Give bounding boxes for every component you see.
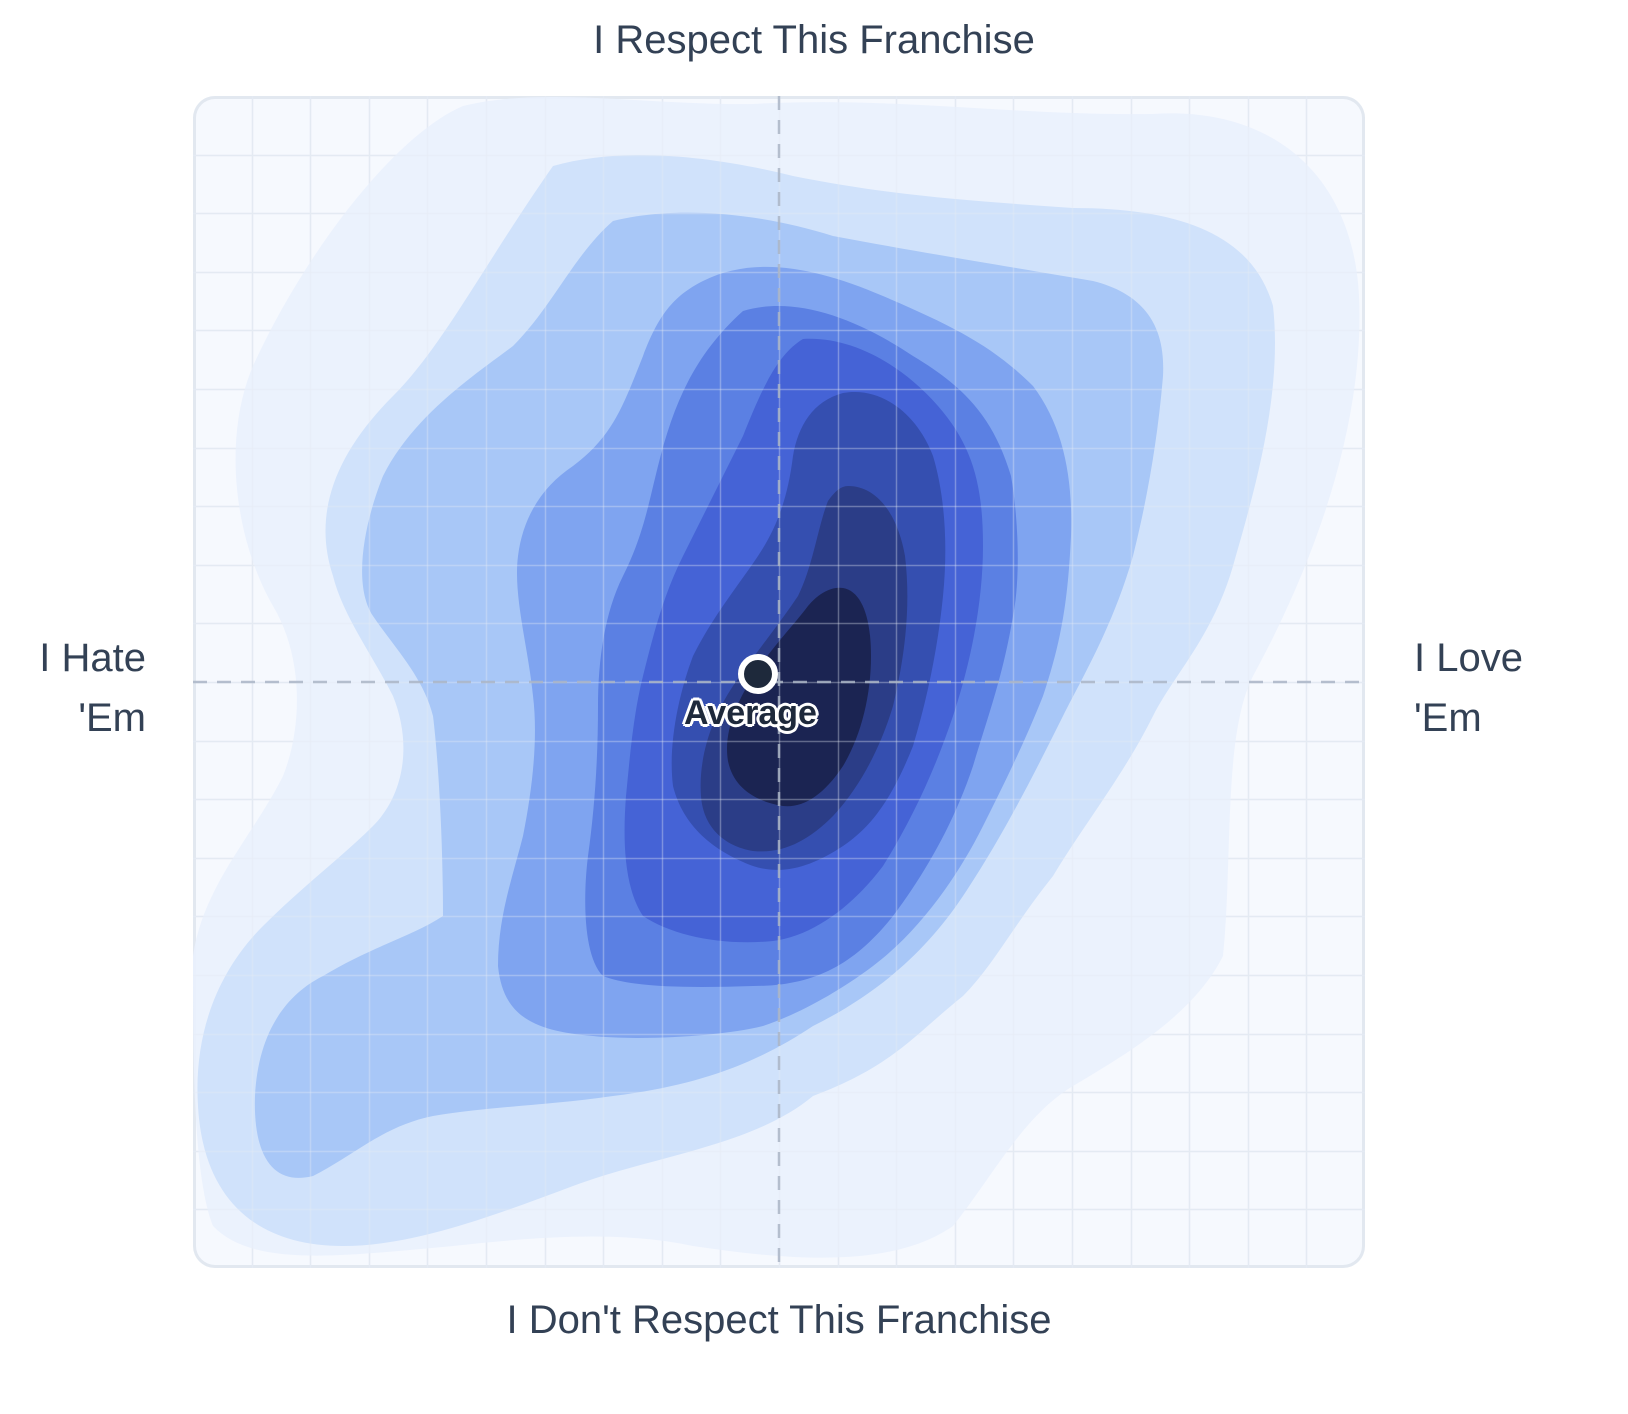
density-plot-area[interactable] bbox=[193, 96, 1365, 1268]
bottom-axis-label: I Don't Respect This Franchise bbox=[506, 1298, 1052, 1342]
density-level-9 bbox=[727, 587, 871, 807]
average-label: Average bbox=[684, 694, 817, 732]
average-point-marker[interactable] bbox=[738, 654, 778, 694]
left-axis-label-line1: I Hate bbox=[39, 636, 146, 680]
left-axis-label-line2: 'Em bbox=[78, 696, 146, 740]
right-axis-label-line1: I Love bbox=[1414, 636, 1523, 680]
top-axis-label: I Respect This Franchise bbox=[593, 18, 1035, 62]
right-axis-label: I Love 'Em bbox=[1414, 628, 1523, 748]
density-contours bbox=[193, 96, 1365, 1268]
left-axis-label: I Hate 'Em bbox=[39, 628, 146, 748]
right-axis-label-line2: 'Em bbox=[1414, 696, 1482, 740]
